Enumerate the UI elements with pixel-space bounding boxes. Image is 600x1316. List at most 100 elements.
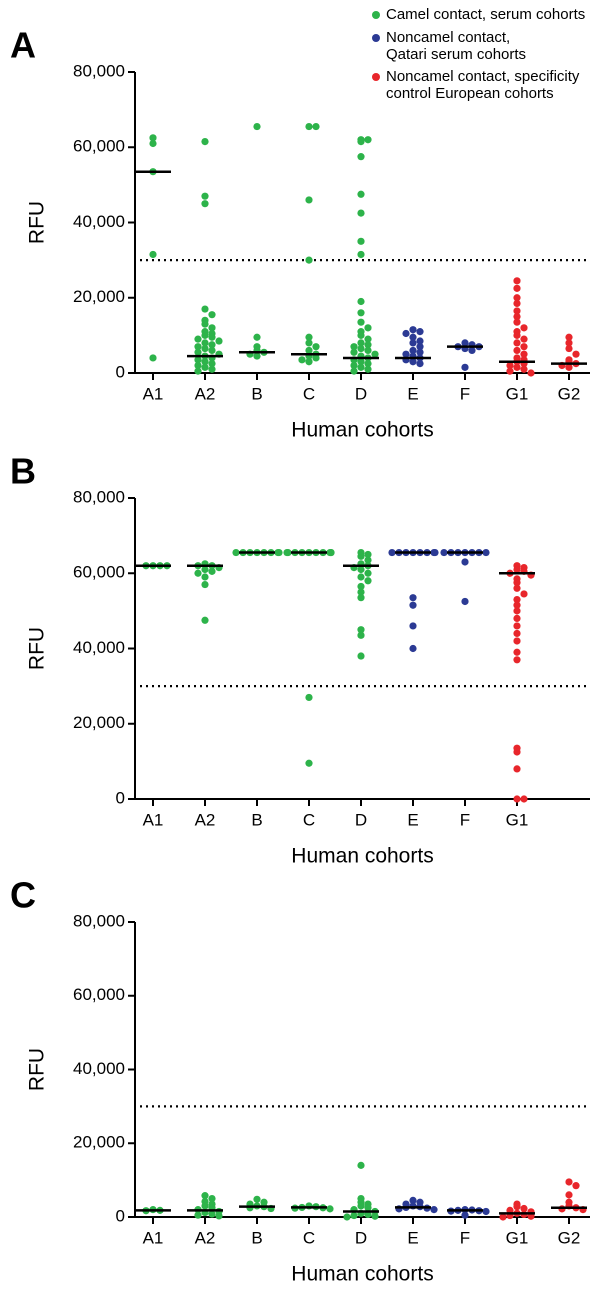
- data-point: [409, 339, 417, 347]
- data-point: [208, 333, 216, 341]
- x-tick-label: B: [251, 384, 262, 403]
- x-tick-label: G1: [506, 1228, 529, 1247]
- data-point: [232, 548, 240, 557]
- data-point: [364, 556, 372, 564]
- data-point: [513, 307, 521, 315]
- x-tick-label: E: [407, 1228, 418, 1247]
- data-point: [364, 569, 372, 577]
- data-point: [364, 577, 372, 585]
- y-axis-title: RFU: [26, 627, 49, 670]
- x-tick-label: G1: [506, 810, 529, 829]
- x-tick-label: A2: [195, 1228, 216, 1247]
- data-point: [201, 363, 209, 371]
- data-point: [208, 341, 216, 349]
- data-point: [409, 346, 417, 355]
- data-point: [513, 656, 521, 664]
- x-tick-label: C: [303, 1228, 315, 1247]
- data-point: [357, 138, 365, 146]
- data-point: [253, 352, 261, 360]
- data-point: [513, 748, 521, 756]
- x-tick-label: A1: [143, 1228, 164, 1247]
- data-point: [350, 1211, 358, 1220]
- data-point: [527, 369, 535, 377]
- x-tick-label: D: [355, 384, 367, 403]
- y-tick-label: 0: [116, 788, 125, 807]
- data-point: [357, 573, 365, 581]
- legend-label: Noncamel contact, specificity control Eur…: [386, 68, 580, 102]
- data-point: [513, 565, 521, 574]
- x-axis-title: Human cohorts: [291, 1263, 433, 1286]
- data-point: [565, 1178, 573, 1186]
- data-point: [194, 569, 202, 577]
- data-point: [194, 335, 202, 343]
- legend-label: Camel contact, serum cohorts: [386, 6, 585, 23]
- data-point: [520, 365, 528, 373]
- data-point: [327, 548, 335, 557]
- y-axis-title: RFU: [26, 201, 49, 244]
- data-point: [357, 344, 365, 353]
- data-point: [513, 607, 521, 615]
- data-point: [565, 339, 573, 347]
- data-point: [461, 597, 469, 606]
- data-point: [350, 348, 358, 356]
- data-point: [520, 795, 528, 803]
- data-point: [357, 1202, 365, 1210]
- data-point: [357, 1161, 365, 1169]
- data-point: [357, 309, 365, 317]
- x-tick-label: A2: [195, 810, 216, 829]
- data-point: [468, 346, 476, 355]
- y-tick-label: 0: [116, 362, 125, 381]
- data-point: [305, 693, 313, 702]
- y-tick-label: 80,000: [73, 61, 125, 80]
- data-point: [416, 348, 424, 356]
- data-point: [416, 328, 424, 336]
- data-point: [357, 594, 365, 602]
- data-point: [357, 237, 365, 245]
- data-point: [208, 365, 216, 373]
- data-point: [194, 367, 202, 375]
- data-point: [461, 1211, 469, 1219]
- y-tick-label: 60,000: [73, 563, 125, 582]
- data-point: [357, 652, 365, 660]
- data-point: [201, 138, 209, 146]
- y-tick-label: 40,000: [73, 638, 125, 657]
- data-point: [461, 339, 469, 347]
- data-point: [409, 594, 417, 602]
- x-tick-label: E: [407, 810, 418, 829]
- data-point: [305, 256, 313, 264]
- data-point: [357, 358, 365, 366]
- data-point: [357, 209, 365, 217]
- y-tick-label: 20,000: [73, 287, 125, 306]
- data-point: [513, 1203, 521, 1211]
- data-point: [364, 324, 372, 332]
- data-point: [409, 333, 417, 341]
- x-tick-label: G2: [558, 384, 581, 403]
- data-point: [305, 122, 313, 131]
- data-point: [572, 1182, 580, 1190]
- data-point: [513, 294, 521, 302]
- y-tick-label: 60,000: [73, 985, 125, 1004]
- data-point: [357, 363, 365, 371]
- data-point: [194, 361, 202, 370]
- data-point: [520, 350, 528, 358]
- x-tick-label: F: [460, 1228, 470, 1247]
- data-point: [201, 580, 209, 589]
- data-point: [201, 358, 209, 366]
- data-point: [201, 565, 209, 574]
- x-tick-label: D: [355, 810, 367, 829]
- data-point: [520, 335, 528, 343]
- y-tick-label: 60,000: [73, 137, 125, 156]
- data-point: [208, 324, 216, 332]
- data-point: [357, 552, 365, 560]
- data-point: [371, 1212, 379, 1220]
- data-point: [513, 648, 521, 656]
- data-point: [194, 348, 202, 356]
- data-point: [298, 356, 306, 364]
- x-tick-label: F: [460, 384, 470, 403]
- data-point: [357, 331, 365, 339]
- data-point: [201, 331, 209, 339]
- data-point: [416, 359, 424, 368]
- x-tick-label: G1: [506, 384, 529, 403]
- y-axis-title: RFU: [26, 1048, 49, 1091]
- data-point: [513, 339, 521, 347]
